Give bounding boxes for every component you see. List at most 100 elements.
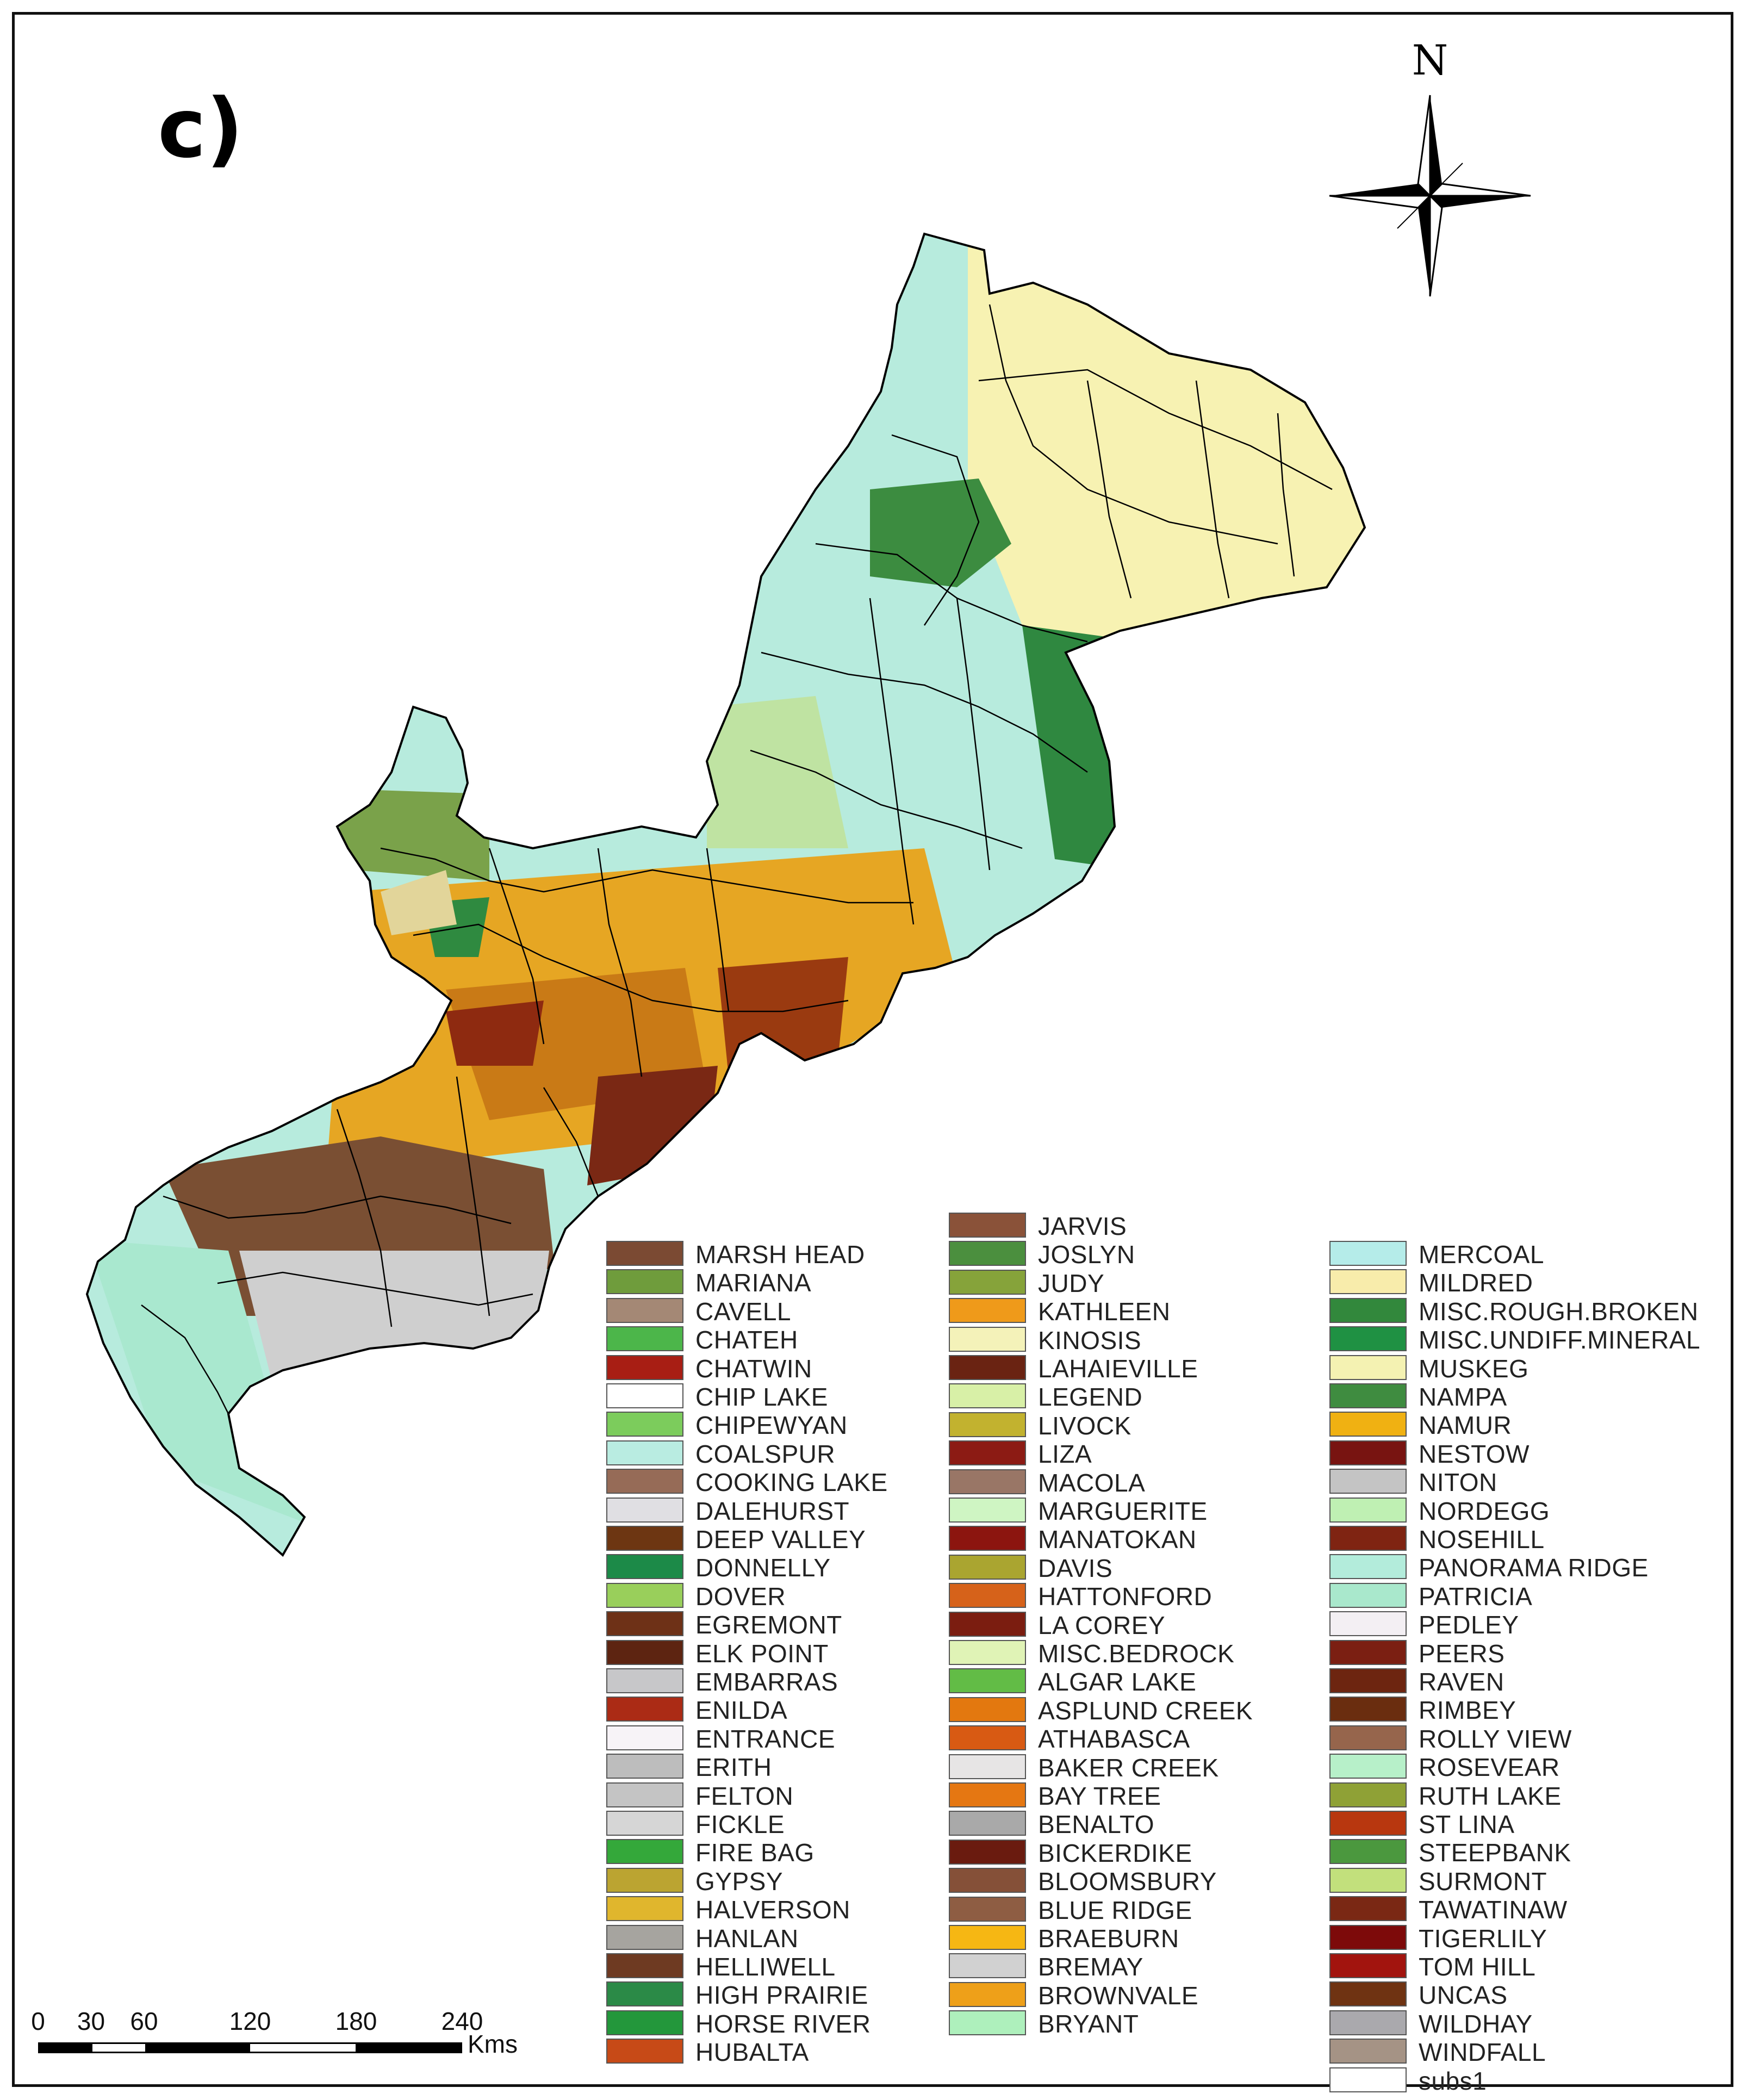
legend-swatch [606,1754,683,1779]
legend-swatch [1329,1440,1407,1465]
legend-label: FELTON [695,1781,794,1810]
legend-swatch [1329,1697,1407,1722]
legend-swatch [606,1697,683,1722]
legend-swatch [949,1298,1026,1324]
legend-swatch [949,1412,1026,1437]
legend-label: LA COREY [1038,1611,1166,1639]
legend-label: NOSEHILL [1419,1525,1545,1554]
legend-label: NITON [1419,1468,1497,1497]
legend-label: CHIP LAKE [695,1383,828,1411]
legend-swatch [949,1269,1026,1295]
legend-swatch [1329,2067,1407,2092]
legend-label: MERCOAL [1419,1240,1544,1269]
legend-label: DALEHURST [695,1496,850,1525]
legend-swatch [1329,1782,1407,1807]
legend-label: MANATOKAN [1038,1525,1197,1554]
scale-tick-label: 0 [31,2007,45,2035]
legend-label: ENTRANCE [695,1724,836,1753]
legend-label: NAMPA [1419,1383,1507,1411]
legend-label: DAVIS [1038,1554,1113,1582]
legend-swatch [949,2010,1026,2036]
scale-tick-label: 120 [229,2007,271,2035]
legend-swatch [1329,1412,1407,1437]
legend-swatch [949,1668,1026,1694]
legend-swatch [606,1896,683,1922]
legend-swatch [949,1440,1026,1466]
legend-label: MARGUERITE [1038,1497,1208,1525]
legend-label: PATRICIA [1419,1582,1533,1611]
legend-swatch [606,1639,683,1665]
legend-swatch [1329,1754,1407,1779]
legend-swatch [1329,1554,1407,1580]
legend-label: BRYANT [1038,2010,1139,2039]
legend-swatch [606,1440,683,1465]
legend-swatch [606,1383,683,1408]
legend-swatch [949,1981,1026,2007]
legend-swatch [1329,1297,1407,1323]
legend-swatch [606,1981,683,2007]
legend-swatch [949,1213,1026,1238]
legend-swatch [1329,1953,1407,1978]
legend-label: KATHLEEN [1038,1297,1171,1326]
legend-label: BAKER CREEK [1038,1753,1219,1782]
legend-swatch [949,1383,1026,1409]
legend-swatch [1329,1668,1407,1693]
legend-label: BICKERDIKE [1038,1838,1192,1867]
legend-label: RUTH LAKE [1419,1781,1562,1810]
legend-label: MARSH HEAD [695,1240,865,1269]
legend-swatch [1329,1269,1407,1295]
legend-label: ELK POINT [695,1639,829,1668]
legend-swatch [949,1640,1026,1665]
legend-swatch [949,1953,1026,1979]
legend-label: CHATWIN [695,1354,812,1383]
legend-swatch [1329,1981,1407,2007]
legend-swatch [949,1611,1026,1637]
legend-label: BROWNVALE [1038,1981,1199,2010]
legend-label: LIZA [1038,1440,1092,1469]
legend-swatch [606,1241,683,1266]
legend-label: HALVERSON [695,1896,850,1924]
legend-swatch [606,1668,683,1693]
scale-tick-label: 180 [335,2007,377,2035]
legend-swatch [606,1412,683,1437]
legend-label: BREMAY [1038,1953,1143,1981]
legend-swatch [606,1611,683,1637]
legend-label: MILDRED [1419,1269,1533,1297]
legend-swatch [606,1526,683,1551]
legend-label: UNCAS [1419,1981,1508,2010]
legend-label: TIGERLILY [1419,1924,1547,1953]
legend-label: LAHAIEVILLE [1038,1355,1198,1383]
legend-swatch [949,1811,1026,1836]
legend-swatch [949,1498,1026,1523]
legend-swatch [949,1355,1026,1380]
map-frame [12,12,1733,2087]
legend-label: LEGEND [1038,1383,1143,1412]
legend-swatch [606,1725,683,1750]
legend-label: ASPLUND CREEK [1038,1696,1253,1725]
legend-swatch [606,1297,683,1323]
legend-label: ROSEVEAR [1419,1753,1560,1782]
legend-label: ERITH [695,1753,772,1782]
legend-swatch [1329,1355,1407,1380]
legend-label: ALGAR LAKE [1038,1668,1197,1697]
legend-label: NAMUR [1419,1411,1512,1440]
legend-swatch [949,1725,1026,1751]
legend-swatch [949,1469,1026,1494]
panel-label: c) [158,82,244,176]
legend-label: PANORAMA RIDGE [1419,1554,1649,1582]
legend-label: PEERS [1419,1639,1505,1668]
legend-label: BAY TREE [1038,1782,1161,1810]
legend-label: MISC.ROUGH.BROKEN [1419,1297,1699,1326]
legend-swatch [949,1839,1026,1865]
north-arrow-icon: N [1329,41,1531,297]
legend-swatch [949,1896,1026,1922]
legend-label: WILDHAY [1419,2009,1533,2038]
legend-swatch [949,1925,1026,1950]
legend-label: GYPSY [695,1867,784,1896]
scale-bar: 0 30 60 120 180 240 Kms [31,2006,544,2072]
legend-label: KINOSIS [1038,1326,1142,1355]
legend-swatch [606,1839,683,1865]
legend-swatch [1329,1811,1407,1836]
scale-tick-label: 60 [130,2007,158,2035]
